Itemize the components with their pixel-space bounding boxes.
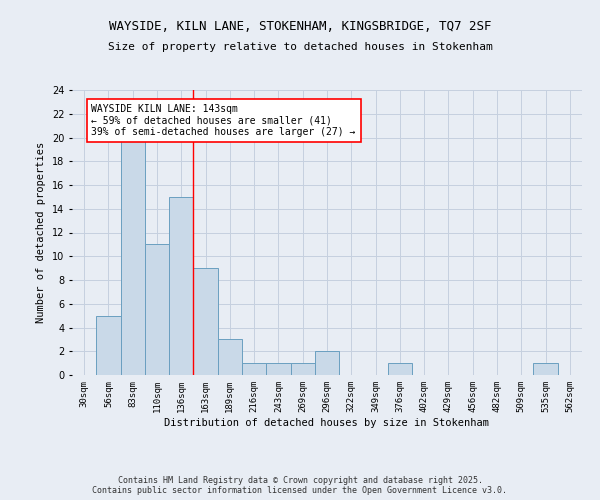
Bar — [218, 340, 242, 375]
Bar — [242, 363, 266, 375]
Y-axis label: Number of detached properties: Number of detached properties — [37, 142, 46, 323]
X-axis label: Distribution of detached houses by size in Stokenham: Distribution of detached houses by size … — [164, 418, 490, 428]
Bar — [193, 268, 218, 375]
Bar — [145, 244, 169, 375]
Bar — [121, 138, 145, 375]
Bar — [169, 197, 193, 375]
Text: Size of property relative to detached houses in Stokenham: Size of property relative to detached ho… — [107, 42, 493, 52]
Text: Contains HM Land Registry data © Crown copyright and database right 2025.
Contai: Contains HM Land Registry data © Crown c… — [92, 476, 508, 495]
Bar — [533, 363, 558, 375]
Bar — [315, 351, 339, 375]
Bar — [388, 363, 412, 375]
Text: WAYSIDE KILN LANE: 143sqm
← 59% of detached houses are smaller (41)
39% of semi-: WAYSIDE KILN LANE: 143sqm ← 59% of detac… — [91, 104, 356, 138]
Bar — [266, 363, 290, 375]
Bar — [96, 316, 121, 375]
Bar — [290, 363, 315, 375]
Text: WAYSIDE, KILN LANE, STOKENHAM, KINGSBRIDGE, TQ7 2SF: WAYSIDE, KILN LANE, STOKENHAM, KINGSBRID… — [109, 20, 491, 33]
